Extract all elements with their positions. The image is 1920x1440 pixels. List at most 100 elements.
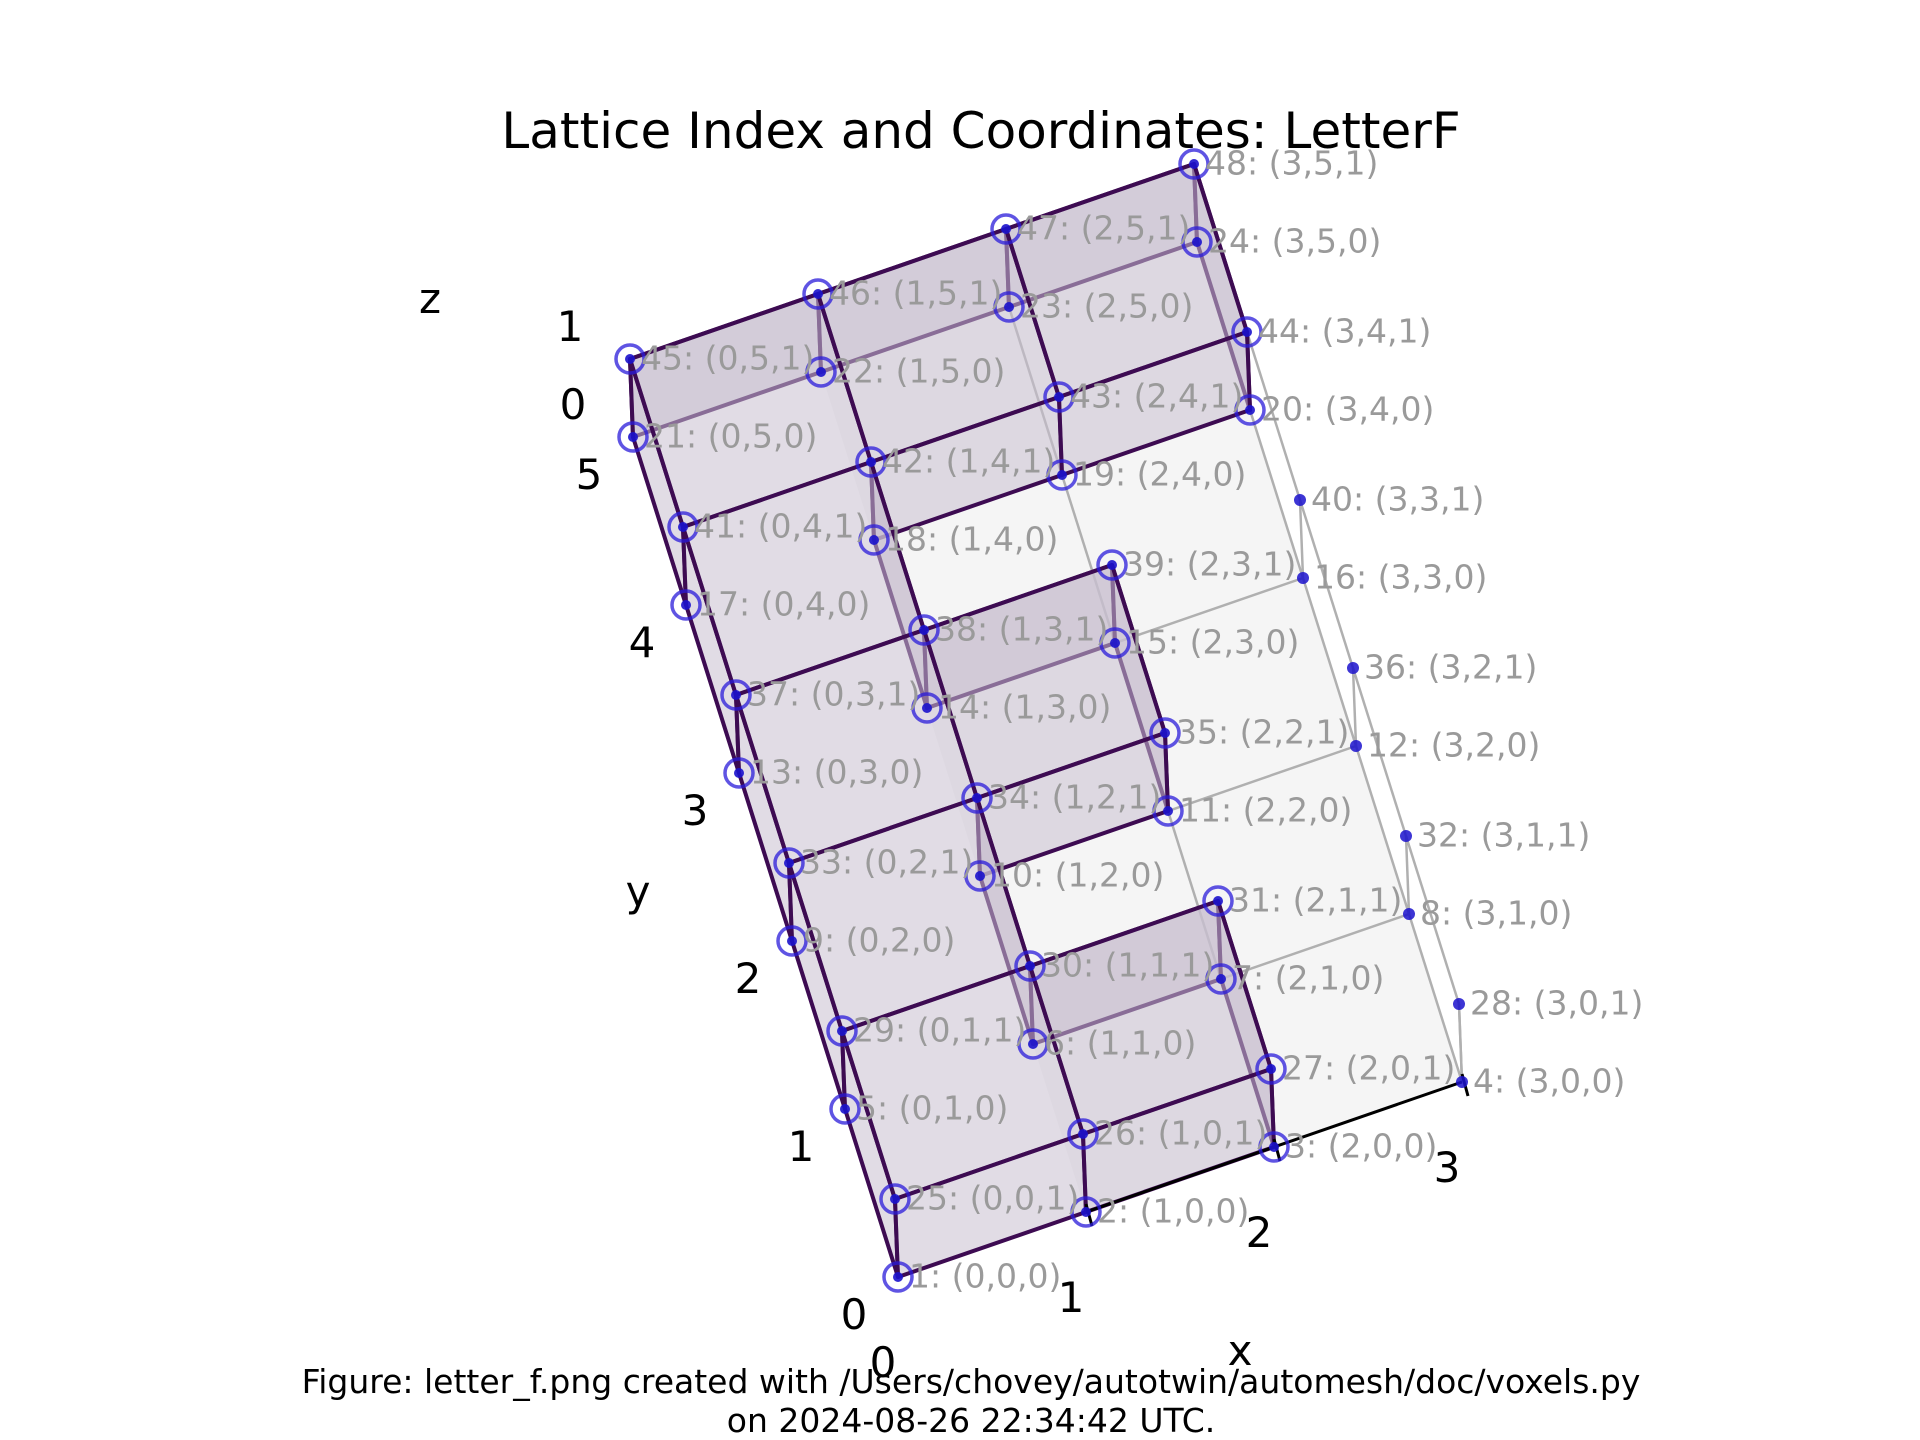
lattice-marker-5 [840, 1104, 850, 1114]
lattice-marker-28 [1453, 998, 1465, 1010]
lattice-label-27: 27: (2,0,1) [1282, 1049, 1455, 1088]
lattice-label-22: 22: (1,5,0) [832, 352, 1005, 391]
lattice-label-24: 24: (3,5,0) [1208, 222, 1381, 261]
lattice-marker-ring-20 [1234, 394, 1266, 426]
lattice-marker-ring-35 [1149, 717, 1181, 749]
lattice-label-48: 48: (3,5,1) [1205, 144, 1378, 183]
z-tick-label-1: 1 [557, 302, 584, 351]
y-tick-label-4: 4 [629, 618, 656, 667]
lattice-label-21: 21: (0,5,0) [644, 417, 817, 456]
lattice-marker-11 [1163, 806, 1173, 816]
lattice-label-40: 40: (3,3,1) [1311, 480, 1484, 519]
lattice-marker-6 [1028, 1039, 1038, 1049]
lattice-marker-26 [1078, 1129, 1088, 1139]
lattice-label-32: 32: (3,1,1) [1417, 816, 1590, 855]
lattice-label-45: 45: (0,5,1) [641, 339, 814, 378]
caption-line-1: Figure: letter_f.png created with /Users… [302, 1362, 1641, 1401]
lattice-label-17: 17: (0,4,0) [697, 585, 870, 624]
lattice-marker-17 [681, 600, 691, 610]
lattice-marker-ring-2 [1070, 1196, 1102, 1228]
lattice-marker-33 [784, 858, 794, 868]
lattice-marker-ring-25 [879, 1183, 911, 1215]
lattice-marker-8 [1403, 908, 1415, 920]
lattice-label-3: 3: (2,0,0) [1285, 1127, 1437, 1166]
lattice-marker-18 [869, 535, 879, 545]
lattice-label-16: 16: (3,3,0) [1314, 558, 1487, 597]
x-tick-label-2: 2 [1246, 1208, 1273, 1257]
y-tick-label-1: 1 [788, 1122, 815, 1171]
lattice-marker-36 [1347, 662, 1359, 674]
lattice-marker-12 [1350, 740, 1362, 752]
lattice-marker-ring-48 [1178, 148, 1210, 180]
lattice-label-2: 2: (1,0,0) [1097, 1192, 1249, 1231]
lattice-marker-ring-34 [961, 782, 993, 814]
lattice-label-47: 47: (2,5,1) [1017, 209, 1190, 248]
lattice-marker-ring-18 [858, 524, 890, 556]
lattice-label-33: 33: (0,2,1) [800, 843, 973, 882]
lattice-marker-ring-47 [990, 213, 1022, 245]
caption-line-2: on 2024-08-26 22:34:42 UTC. [727, 1401, 1215, 1440]
grid-post-3-2 [1351, 667, 1358, 747]
lattice-marker-43 [1054, 392, 1064, 402]
lattice-label-19: 19: (2,4,0) [1073, 455, 1246, 494]
x-tick-label-0: 0 [870, 1338, 897, 1387]
y-tick-label-3: 3 [682, 786, 709, 835]
lattice-marker-ring-1 [882, 1261, 914, 1293]
x-tick-label-1: 1 [1058, 1273, 1085, 1322]
z-tick-label-0: 0 [560, 380, 587, 429]
lattice-marker-ring-45 [614, 343, 646, 375]
x-tick-label-3: 3 [1434, 1143, 1461, 1192]
lattice-marker-21 [628, 432, 638, 442]
lattice-label-20: 20: (3,4,0) [1261, 390, 1434, 429]
lattice-label-37: 37: (0,3,1) [747, 675, 920, 714]
lattice-marker-ring-5 [829, 1093, 861, 1125]
lattice-marker-ring-39 [1096, 549, 1128, 581]
lattice-label-4: 4: (3,0,0) [1473, 1062, 1625, 1101]
lattice-marker-25 [890, 1194, 900, 1204]
lattice-marker-ring-46 [802, 278, 834, 310]
lattice-label-38: 38: (1,3,1) [935, 610, 1108, 649]
lattice-label-44: 44: (3,4,1) [1258, 312, 1431, 351]
lattice-marker-ring-29 [826, 1015, 858, 1047]
lattice-label-23: 23: (2,5,0) [1020, 287, 1193, 326]
lattice-marker-30 [1025, 961, 1035, 971]
lattice-label-7: 7: (2,1,0) [1232, 959, 1384, 998]
lattice-label-30: 30: (1,1,1) [1041, 946, 1214, 985]
axes: 0 1 2 3 0 1 2 3 4 5 0 1 x y z [419, 274, 1470, 1387]
lattice-marker-ring-38 [908, 614, 940, 646]
lattice-marker-ring-30 [1014, 950, 1046, 982]
lattice-marker-45 [625, 354, 635, 364]
lattice-label-36: 36: (3,2,1) [1364, 648, 1537, 687]
voxel-solid [628, 162, 1276, 1279]
y-axis-label: y [626, 867, 651, 916]
lattice-marker-ring-19 [1046, 459, 1078, 491]
lattice-marker-ring-24 [1181, 226, 1213, 258]
lattice-marker-46 [813, 289, 823, 299]
lattice-marker-ring-22 [805, 356, 837, 388]
lattice-marker-37 [731, 690, 741, 700]
lattice-marker-14 [922, 703, 932, 713]
lattice-marker-29 [837, 1026, 847, 1036]
lattice-label-5: 5: (0,1,0) [856, 1089, 1008, 1128]
grid-post-3-3 [1298, 499, 1305, 579]
y-tick-label-5: 5 [576, 450, 603, 499]
lattice-marker-15 [1110, 638, 1120, 648]
lattice-marker-7 [1216, 974, 1226, 984]
lattice-marker-40 [1294, 494, 1306, 506]
lattice-marker-16 [1297, 572, 1309, 584]
lattice-label-13: 13: (0,3,0) [750, 753, 923, 792]
figure-title: Lattice Index and Coordinates: LetterF [501, 102, 1460, 160]
y-tick-label-2: 2 [735, 954, 762, 1003]
lattice-marker-ring-10 [964, 860, 996, 892]
lattice-label-26: 26: (1,0,1) [1094, 1114, 1267, 1153]
lattice-label-18: 18: (1,4,0) [885, 520, 1058, 559]
lattice-label-10: 10: (1,2,0) [991, 856, 1164, 895]
lattice-marker-ring-9 [776, 925, 808, 957]
lattice-marker-ring-42 [855, 446, 887, 478]
lattice-marker-ring-11 [1152, 795, 1184, 827]
lattice-point-markers [614, 148, 1468, 1293]
lattice-marker-1 [893, 1272, 903, 1282]
lattice-marker-34 [972, 793, 982, 803]
lattice-label-43: 43: (2,4,1) [1070, 377, 1243, 416]
